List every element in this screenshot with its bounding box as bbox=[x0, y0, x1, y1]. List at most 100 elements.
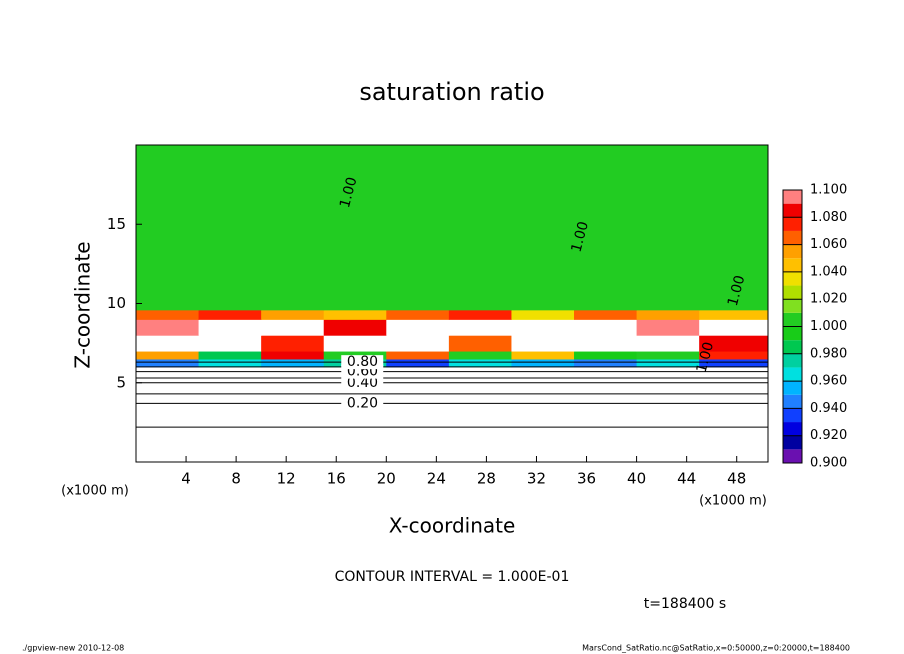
x-tick-label: 16 bbox=[327, 470, 346, 488]
x-tick-label: 20 bbox=[377, 470, 396, 488]
x-tick-label: 8 bbox=[231, 470, 241, 488]
level-label: 1.00 bbox=[694, 340, 718, 374]
colorbar-cell bbox=[783, 258, 802, 272]
field-cell bbox=[448, 358, 512, 368]
field-cell bbox=[511, 335, 575, 352]
colorbar-tick-label: 1.100 bbox=[810, 183, 847, 198]
y-tick-label: 5 bbox=[116, 373, 126, 391]
field-cell bbox=[448, 351, 512, 360]
x-tick-label: 4 bbox=[181, 470, 191, 488]
field-cell bbox=[448, 319, 512, 336]
field-cell bbox=[386, 366, 450, 463]
x-tick-label: 44 bbox=[677, 470, 696, 488]
field-cell bbox=[448, 145, 512, 311]
colorbar-tick-label: 0.960 bbox=[810, 374, 847, 389]
contour-label-bg bbox=[341, 396, 384, 411]
field-cell bbox=[386, 145, 450, 311]
x-tick-label: 28 bbox=[477, 470, 496, 488]
field-cell bbox=[198, 358, 262, 368]
colorbar-cell bbox=[783, 230, 802, 245]
colorbar-cell bbox=[783, 381, 802, 395]
field-cell bbox=[511, 366, 575, 463]
colorbar-cell bbox=[783, 340, 802, 354]
field-cell bbox=[136, 145, 200, 311]
field-cell bbox=[699, 319, 769, 336]
colorbar-cell bbox=[783, 285, 802, 300]
x-tick-label: 48 bbox=[727, 470, 746, 488]
colorbar-tick-label: 1.080 bbox=[810, 210, 847, 225]
field-cell bbox=[386, 358, 450, 368]
field-cell bbox=[574, 309, 638, 320]
field-cell bbox=[511, 358, 575, 368]
field-cell bbox=[699, 335, 769, 352]
colorbar-tick-label: 0.940 bbox=[810, 401, 847, 416]
level-label: 1.00 bbox=[569, 220, 593, 254]
field-cell bbox=[323, 145, 387, 311]
colorbar-cell bbox=[783, 353, 802, 368]
field-cell bbox=[699, 358, 769, 368]
field-cell bbox=[323, 309, 387, 320]
field-cell bbox=[323, 335, 387, 352]
field-cell bbox=[198, 351, 262, 360]
x-axis-label: X-coordinate bbox=[389, 514, 516, 538]
field-cell bbox=[448, 309, 512, 320]
field-cell bbox=[511, 319, 575, 336]
x-tick-label: 40 bbox=[627, 470, 646, 488]
colorbar-cell bbox=[783, 326, 802, 341]
colorbar-cell bbox=[783, 367, 802, 382]
field-cell bbox=[574, 335, 638, 352]
colorbar-cell bbox=[783, 408, 802, 423]
colorbar-cell bbox=[783, 244, 802, 259]
field-cell bbox=[136, 358, 200, 368]
x-unit: (x1000 m) bbox=[699, 494, 767, 509]
field-cell bbox=[636, 145, 700, 311]
field-cell bbox=[574, 319, 638, 336]
colorbar-cell bbox=[783, 422, 802, 436]
field-cell bbox=[136, 335, 200, 352]
y-tick-label: 15 bbox=[107, 215, 126, 233]
field-cell bbox=[136, 319, 200, 336]
y-tick-label: 10 bbox=[107, 294, 126, 312]
field-cell bbox=[261, 319, 325, 336]
colorbar-tick-label: 1.040 bbox=[810, 264, 847, 279]
field-cell bbox=[136, 366, 200, 463]
colorbar-cell bbox=[783, 449, 802, 463]
field-cell bbox=[386, 335, 450, 352]
x-tick-label: 24 bbox=[427, 470, 446, 488]
field-cell bbox=[636, 335, 700, 352]
colorbar-cell bbox=[783, 217, 802, 231]
field-cell bbox=[323, 319, 387, 336]
colorbar-cell bbox=[783, 203, 802, 218]
field-cell bbox=[574, 358, 638, 368]
field-cell bbox=[136, 351, 200, 360]
colorbar-cell bbox=[783, 271, 802, 286]
field-cell bbox=[636, 351, 700, 360]
field-cell bbox=[136, 309, 200, 320]
field-cell bbox=[198, 366, 262, 463]
field-cell bbox=[699, 145, 769, 311]
contour-label: 0.40 bbox=[347, 375, 378, 391]
field-cell bbox=[448, 335, 512, 352]
colorbar-tick-label: 1.020 bbox=[810, 292, 847, 307]
field-cell bbox=[511, 351, 575, 360]
contour-interval: CONTOUR INTERVAL = 1.000E-01 bbox=[335, 569, 570, 585]
field bbox=[136, 145, 769, 463]
colorbar-tick-label: 0.980 bbox=[810, 346, 847, 361]
field-cell bbox=[198, 309, 262, 320]
overlay: 0.200.400.600.801.001.001.001.004 8 12 16 20… bbox=[107, 144, 847, 488]
field-cell bbox=[198, 335, 262, 352]
footer-left: ./gpview-new 2010-12-08 bbox=[22, 644, 124, 653]
colorbar-cell bbox=[783, 190, 802, 204]
chart-title: saturation ratio bbox=[359, 78, 544, 106]
field-cell bbox=[636, 319, 700, 336]
field-cell bbox=[448, 366, 512, 463]
field-cell bbox=[261, 309, 325, 320]
colorbar-cell bbox=[783, 435, 802, 450]
field-cell bbox=[636, 366, 700, 463]
field-cell bbox=[699, 366, 769, 463]
field-cell bbox=[261, 145, 325, 311]
footer-right: MarsCond_SatRatio.nc@SatRatio,x=0:50000,… bbox=[582, 644, 850, 653]
x-tick-label: 36 bbox=[577, 470, 596, 488]
time-label: t=188400 s bbox=[644, 596, 726, 612]
